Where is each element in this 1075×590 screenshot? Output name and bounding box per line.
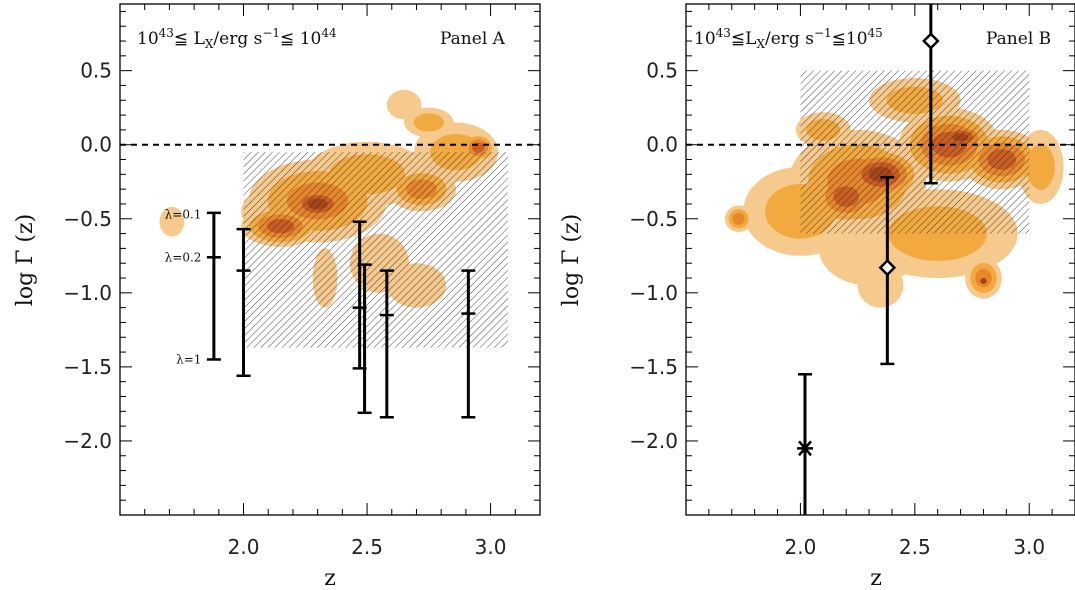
panel-a-error-bar-2 [236, 227, 251, 378]
panel-b-density-blob [980, 277, 987, 284]
panel-a-error-bar-1 [206, 211, 221, 361]
panel-a-error-bar-4 [357, 263, 372, 415]
panel-b-error-bar-diamond-marker [878, 258, 897, 277]
panel-a-hatched-region-layer [243, 152, 508, 348]
panel-a-range-exp1: 43 [159, 26, 174, 40]
panel-b-y-tick-label: −1.5 [629, 355, 678, 379]
panel-a-lambda-label: λ=0.1 [165, 207, 202, 221]
panel-a-range-exp2: −1 [262, 26, 280, 40]
panel-a-range-unit: /erg s [213, 29, 262, 49]
panel-a-range-text: 1043≦ LX/erg s−1≦ 1044 [137, 26, 337, 51]
panel-b: 2.0 2.5 3.0 0.5 0.0 −0.5 −1.0 −1.5 −2.0 1043≦LX/… [559, 3, 1075, 590]
panel-b-range-mid: ≦L [731, 29, 757, 49]
panel-b-density-blob [732, 212, 745, 225]
panel-b-density-blob [857, 263, 904, 308]
panel-b-asterisk-stroke [798, 440, 812, 457]
panel-b-range-base1: 10 [694, 29, 716, 49]
panel-a-y-tick-label: −0.5 [63, 207, 112, 231]
panel-a-ylabel: log Γ (z) [13, 214, 38, 306]
panel-a-range-base1: 10 [137, 29, 159, 49]
panel-a-error-bar-5 [379, 269, 394, 419]
panel-b-label: Panel B [986, 29, 1051, 49]
panel-b-range-exp2: −1 [814, 26, 832, 40]
panel-b-xlabel: z [870, 566, 882, 590]
panel-b-error-bar-asterisk-marker [796, 440, 813, 457]
panel-a-range-exp3: 44 [321, 26, 337, 40]
panel-a-x-tick-label: 2.5 [351, 535, 383, 559]
panel-b-axes: 2.0 2.5 3.0 0.5 0.0 −0.5 −1.0 −1.5 −2.0 [629, 3, 1075, 559]
panel-a-error-bar-6 [461, 269, 476, 419]
panel-b-x-tick-label: 2.0 [785, 535, 817, 559]
panel-a-range-rel2: ≦ 10 [280, 29, 321, 49]
panel-b-range-sub: X [756, 37, 765, 51]
panel-b-range-text: 1043≦LX/erg s−1≦1045 [694, 26, 883, 51]
panel-a-error-bars [206, 211, 476, 419]
panel-a-x-tick-label: 3.0 [475, 535, 507, 559]
panel-a-y-tick-label: 0.5 [80, 59, 112, 83]
panel-a-xlabel: z [324, 566, 336, 590]
panel-a-label: Panel A [440, 29, 506, 49]
panel-a-y-tick-label: −2.0 [63, 429, 112, 453]
panel-b-error-bar-diamond-marker [922, 32, 940, 50]
panel-a-range-mid: ≦ L [174, 29, 205, 49]
panel-b-error-bar-1 [878, 176, 897, 366]
panel-a-axes: 2.0 2.5 3.0 0.5 0.0 −0.5 −1.0 −1.5 −2.0 λ=0.1 λ=0.… [63, 3, 541, 559]
panel-a-density-blob [386, 89, 422, 120]
panel-b-y-tick-label: −2.0 [629, 429, 678, 453]
panel-a-y-tick-label: 0.0 [80, 133, 112, 157]
panel-b-range-exp3: 45 [868, 26, 883, 40]
panel-a-hatched-region [243, 152, 508, 348]
panel-b-range-unit: /erg s [765, 29, 814, 49]
panel-b-y-tick-label: 0.5 [646, 59, 678, 83]
panel-b-y-tick-label: 0.0 [646, 133, 678, 157]
panel-a-x-tick-label: 2.0 [228, 535, 260, 559]
panel-a-axes-frame [119, 3, 541, 516]
panel-b-hatched-region-layer [800, 70, 1030, 234]
panel-a-lambda-label: λ=1 [176, 352, 201, 366]
panel-b-x-tick-label: 3.0 [1013, 535, 1045, 559]
panel-b-error-bar-2 [922, 4, 940, 185]
panel-b-ylabel: log Γ (z) [559, 214, 584, 306]
panel-b-y-tick-label: −0.5 [629, 207, 678, 231]
panel-a-range-sub: X [205, 37, 214, 51]
panel-b-hatched-region [800, 70, 1030, 234]
panel-b-density-blob [1026, 144, 1055, 190]
panel-a: 2.0 2.5 3.0 0.5 0.0 −0.5 −1.0 −1.5 −2.0 λ=0.1 λ=0.… [13, 3, 541, 590]
panel-a-lambda-label: λ=0.2 [165, 250, 202, 264]
panel-b-error-bars [796, 4, 940, 515]
panel-b-error-bar-3 [796, 373, 813, 515]
panel-b-x-tick-label: 2.5 [899, 535, 931, 559]
panel-a-density-blob [159, 206, 185, 237]
panel-a-density-blob [413, 113, 445, 132]
panel-b-range-exp1: 43 [716, 26, 731, 40]
panel-b-y-tick-label: −1.0 [629, 281, 678, 305]
panel-b-axes-frame [685, 3, 1075, 516]
panel-a-y-tick-label: −1.5 [63, 355, 112, 379]
panel-a-y-tick-label: −1.0 [63, 281, 112, 305]
panel-b-range-rel2: ≦10 [832, 29, 868, 49]
